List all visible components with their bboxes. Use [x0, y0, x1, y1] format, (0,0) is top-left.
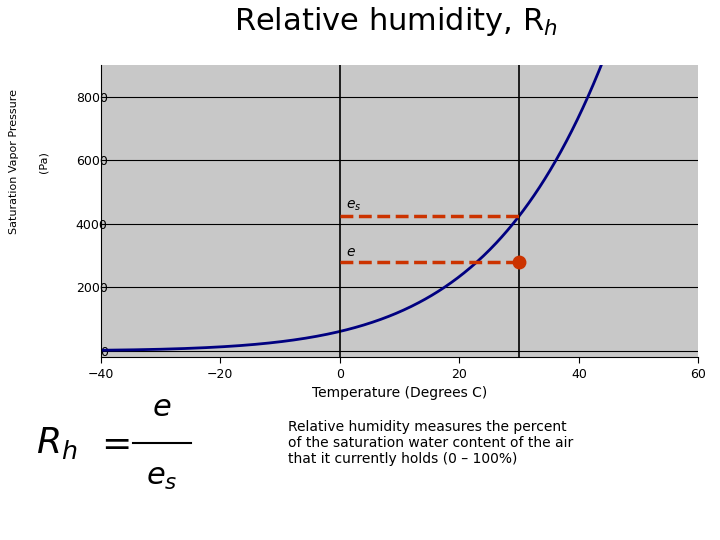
Text: Relative humidity, R$_h$: Relative humidity, R$_h$ [234, 5, 558, 38]
Text: $=$: $=$ [94, 426, 130, 460]
Text: (Pa): (Pa) [38, 151, 48, 173]
Text: Relative humidity measures the percent
of the saturation water content of the ai: Relative humidity measures the percent o… [288, 420, 573, 466]
Text: $R_h$: $R_h$ [36, 425, 77, 461]
Text: $e_s$: $e_s$ [346, 198, 361, 213]
Text: $e$: $e$ [346, 245, 356, 259]
Text: $e$: $e$ [153, 393, 171, 422]
X-axis label: Temperature (Degrees C): Temperature (Degrees C) [312, 386, 487, 400]
Text: Saturation Vapor Pressure: Saturation Vapor Pressure [9, 90, 19, 234]
Text: $e_s$: $e_s$ [146, 463, 178, 492]
